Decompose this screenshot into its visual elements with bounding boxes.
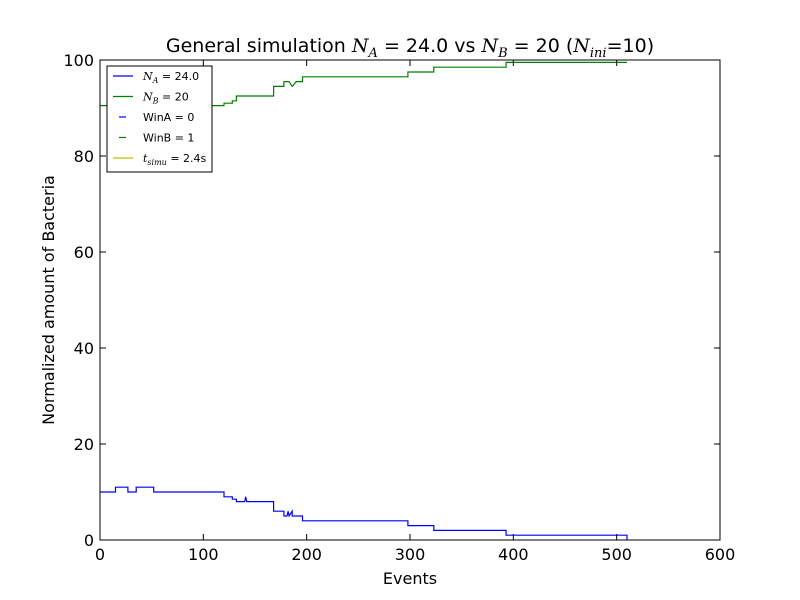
x-tick-label: 0 [95, 545, 105, 564]
legend-label: tsimu = 2.4s [143, 152, 207, 167]
x-tick-label: 400 [498, 545, 529, 564]
x-tick-label: 200 [291, 545, 322, 564]
legend-label: WinA = 0 [143, 111, 194, 124]
legend: NA = 24.0 NB = 20 WinA = 0 WinB = 1 tsimu = … [106, 65, 213, 173]
legend-box [106, 65, 213, 173]
series-1-line [100, 486, 628, 540]
legend-label: NA = 24.0 [142, 70, 199, 85]
x-axis-label: Events [383, 569, 437, 588]
chart-title-text: General simulation NA = 24.0 vs NB = 20 … [166, 35, 654, 61]
y-tick-label: 40 [74, 339, 94, 358]
axes-layer: 0 100 200 300 400 500 600 0 20 40 60 80 100 [63, 51, 735, 564]
y-tick-label: 80 [74, 147, 94, 166]
x-tick-label: 100 [188, 545, 219, 564]
legend-label: NB = 20 [142, 91, 189, 106]
chart-title: General simulation NA = 24.0 vs NB = 20 … [166, 35, 654, 61]
y-tick-label: 60 [74, 243, 94, 262]
y-tick-label: 20 [74, 435, 94, 454]
y-tick-label: 0 [84, 531, 94, 550]
legend-label: WinB = 1 [143, 132, 194, 145]
x-tick-label: 300 [395, 545, 426, 564]
y-axis-label: Normalized amount of Bacteria [39, 175, 58, 425]
x-tick-label: 600 [705, 545, 736, 564]
x-tick-label: 500 [601, 545, 632, 564]
y-tick-label: 100 [63, 51, 94, 70]
